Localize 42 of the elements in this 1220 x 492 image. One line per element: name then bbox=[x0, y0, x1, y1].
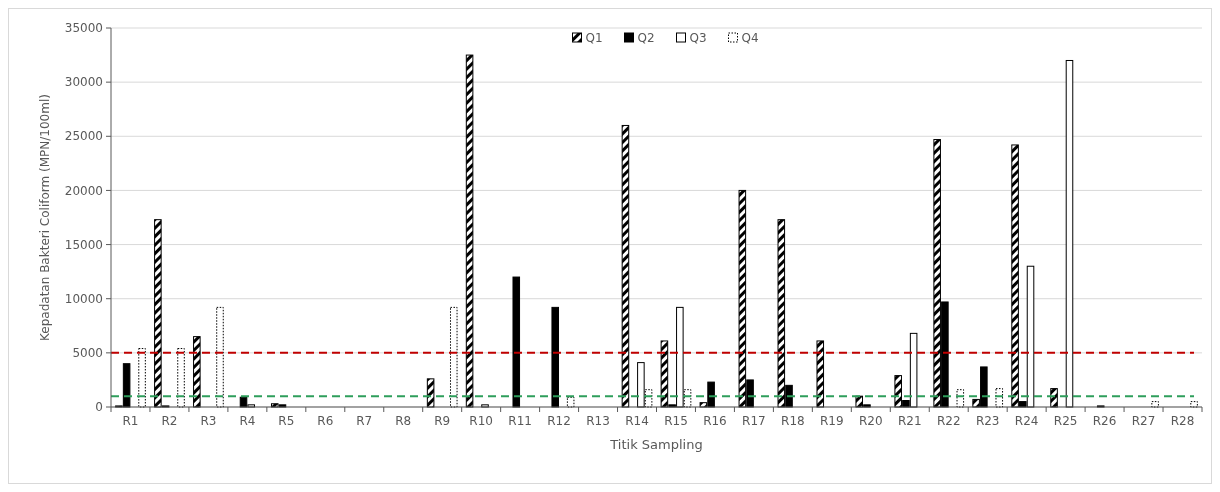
x-tick-label: R20 bbox=[859, 414, 883, 428]
x-tick-label: R15 bbox=[664, 414, 688, 428]
x-tick-label: R16 bbox=[703, 414, 727, 428]
y-tick-label: 25000 bbox=[64, 129, 103, 144]
x-tick-label: R27 bbox=[1131, 414, 1156, 428]
legend-label: Q2 bbox=[637, 31, 655, 46]
y-tick-label: 5000 bbox=[72, 346, 103, 361]
x-tick-label: R8 bbox=[395, 414, 412, 428]
x-tick-label: R18 bbox=[781, 414, 805, 428]
x-tick-label: R7 bbox=[356, 414, 373, 428]
x-tick-label: R22 bbox=[936, 414, 961, 428]
y-tick-label: 10000 bbox=[64, 291, 103, 306]
x-tick-label: R26 bbox=[1092, 414, 1117, 428]
x-tick-label: R9 bbox=[434, 414, 451, 428]
x-tick-label: R28 bbox=[1170, 414, 1195, 428]
legend-label: Q1 bbox=[585, 31, 603, 46]
x-tick-label: R3 bbox=[200, 414, 217, 428]
x-tick-label: R10 bbox=[469, 414, 493, 428]
legend-label: Q4 bbox=[741, 31, 759, 46]
x-tick-label: R25 bbox=[1053, 414, 1078, 428]
x-tick-label: R4 bbox=[239, 414, 256, 428]
x-tick-label: R12 bbox=[547, 414, 571, 428]
y-tick-label: 15000 bbox=[64, 237, 103, 252]
y-axis-title: Kepadatan Bakteri Coliform (MPN/100ml) bbox=[38, 94, 52, 341]
y-tick-label: 20000 bbox=[64, 183, 103, 198]
x-tick-label: R1 bbox=[122, 414, 139, 428]
y-tick-label: 0 bbox=[95, 400, 103, 415]
x-tick-label: R11 bbox=[508, 414, 532, 428]
x-tick-label: R17 bbox=[742, 414, 766, 428]
x-tick-label: R23 bbox=[975, 414, 1000, 428]
x-tick-label: R24 bbox=[1014, 414, 1039, 428]
x-tick-label: R13 bbox=[586, 414, 610, 428]
x-tick-label: R21 bbox=[897, 414, 922, 428]
y-tick-label: 30000 bbox=[64, 75, 103, 90]
x-tick-label: R2 bbox=[161, 414, 178, 428]
x-axis-title: Titik Sampling bbox=[609, 437, 703, 452]
legend-label: Q3 bbox=[689, 31, 707, 46]
x-tick-label: R6 bbox=[317, 414, 334, 428]
x-tick-label: R19 bbox=[820, 414, 844, 428]
y-tick-label: 35000 bbox=[64, 21, 103, 36]
x-tick-label: R14 bbox=[625, 414, 649, 428]
x-tick-label: R5 bbox=[278, 414, 295, 428]
